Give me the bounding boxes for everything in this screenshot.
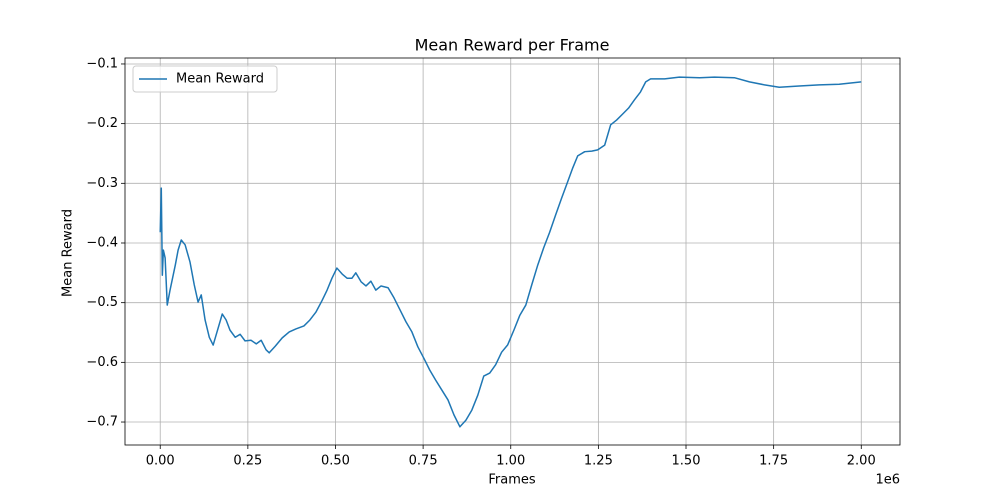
y-tick-label: −0.1	[86, 56, 118, 71]
x-tick-label: 0.00	[146, 454, 175, 469]
y-tick-label: −0.3	[86, 176, 118, 191]
y-tick-label: −0.4	[86, 235, 118, 250]
x-tick-label: 1.75	[759, 454, 788, 469]
x-tick-label: 0.75	[409, 454, 438, 469]
y-tick-label: −0.5	[86, 295, 118, 310]
y-tick-label: −0.2	[86, 116, 118, 131]
x-offset-label: 1e6	[875, 473, 900, 488]
legend-box	[132, 65, 278, 93]
data-line	[159, 76, 862, 428]
x-tick-label: 0.25	[233, 454, 262, 469]
x-tick-label: 0.50	[321, 454, 350, 469]
x-axis-label: Frames	[488, 473, 536, 488]
legend-label: Mean Reward	[176, 72, 264, 87]
y-tick-label: −0.6	[86, 355, 118, 370]
x-tick-label: 2.00	[847, 454, 876, 469]
plot-frame	[124, 57, 901, 446]
x-tick-label: 1.25	[584, 454, 613, 469]
x-tick-label: 1.50	[672, 454, 701, 469]
x-tick-label: 1.00	[496, 454, 525, 469]
y-tick-label: −0.7	[86, 415, 118, 430]
chart-title: Mean Reward per Frame	[415, 36, 610, 55]
y-axis-label: Mean Reward	[61, 209, 76, 297]
